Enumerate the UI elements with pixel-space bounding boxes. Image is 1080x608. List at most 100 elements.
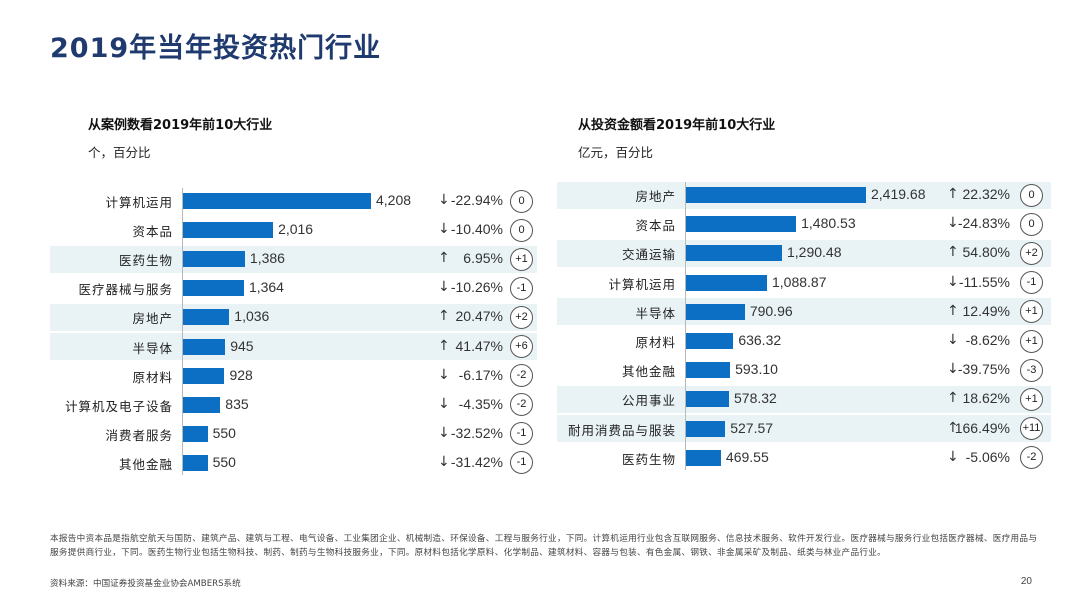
data-label: 550 <box>212 424 236 441</box>
data-label: 945 <box>230 337 254 354</box>
change-arrow: ↓ <box>438 366 450 383</box>
bar <box>183 251 245 268</box>
change-arrow: ↓ <box>438 395 450 412</box>
category-label: 计算机运用 <box>105 195 173 210</box>
bar <box>686 449 721 466</box>
change-percent: -31.42% <box>450 453 503 470</box>
category-label: 半导体 <box>635 305 676 321</box>
change-percent: 41.47% <box>455 337 503 354</box>
change-percent: 54.80% <box>962 244 1010 261</box>
rank-change-badge: -3 <box>1020 358 1043 382</box>
change-percent: -10.26% <box>450 279 503 296</box>
change-arrow: ↑ <box>438 337 450 354</box>
change-percent: -22.94% <box>450 192 503 208</box>
rank-change-badge: +2 <box>1020 241 1043 265</box>
change-percent: 22.32% <box>962 186 1010 202</box>
rank-change-badge: 0 <box>1020 183 1043 207</box>
bar <box>183 338 226 355</box>
bar <box>183 193 371 209</box>
rank-change-badge: +1 <box>510 247 533 271</box>
bar <box>183 425 208 442</box>
change-percent: -11.55% <box>958 273 1010 290</box>
category-label: 半导体 <box>132 340 173 356</box>
change-percent: -10.40% <box>450 221 503 238</box>
data-label: 578.32 <box>734 390 777 407</box>
bar <box>686 274 767 291</box>
rank-change-badge: +1 <box>1020 300 1043 324</box>
change-arrow: ↓ <box>438 279 450 296</box>
change-percent: 20.47% <box>455 308 503 325</box>
change-arrow: ↓ <box>438 221 450 238</box>
category-label: 原材料 <box>132 369 173 385</box>
highlight-band <box>50 303 537 331</box>
highlight-band <box>50 245 537 273</box>
rank-change-badge: -2 <box>1020 446 1043 470</box>
change-arrow: ↑ <box>438 308 450 325</box>
category-label: 医疗器械与服务 <box>78 282 173 298</box>
rank-change-badge: 0 <box>510 218 533 242</box>
change-percent: 6.95% <box>463 250 503 267</box>
highlight-band <box>50 333 537 360</box>
rank-change-badge: +2 <box>510 305 533 329</box>
chart-1-unit: 个，百分比 <box>88 145 151 160</box>
bar <box>686 216 797 233</box>
change-arrow: ↑ <box>947 302 959 319</box>
change-arrow: ↑ <box>947 244 959 261</box>
bar <box>183 222 274 239</box>
data-label: 636.32 <box>738 332 782 348</box>
data-label: 1,088.87 <box>772 273 827 290</box>
change-arrow: ↓ <box>947 215 959 232</box>
data-label: 4,208 <box>376 192 412 208</box>
change-arrow: ↓ <box>947 332 959 348</box>
highlight-band <box>557 298 1051 326</box>
change-percent: -6.17% <box>458 366 503 383</box>
rank-change-badge: -1 <box>510 422 533 446</box>
category-label: 其他金融 <box>621 364 676 380</box>
category-label: 医药生物 <box>118 253 173 269</box>
change-arrow: ↑ <box>947 419 959 436</box>
data-label: 1,364 <box>248 279 284 296</box>
data-label: 1,480.53 <box>801 215 856 232</box>
category-label: 资本品 <box>635 218 676 234</box>
change-percent: -32.52% <box>450 424 503 441</box>
category-label: 交通运输 <box>621 247 676 263</box>
data-label: 928 <box>229 366 253 383</box>
bar <box>183 280 244 297</box>
page-number: 20 <box>1020 576 1032 587</box>
bar <box>686 187 866 203</box>
bar <box>183 309 230 326</box>
bar <box>183 396 221 413</box>
category-label: 其他金融 <box>118 456 173 472</box>
data-label: 835 <box>225 395 249 412</box>
bar <box>183 367 225 384</box>
data-label: 1,386 <box>249 250 285 267</box>
rank-change-badge: 0 <box>1020 212 1043 236</box>
axis-line <box>182 188 183 476</box>
category-label: 房地产 <box>635 189 676 204</box>
rank-change-badge: -1 <box>1020 271 1043 295</box>
data-label: 469.55 <box>725 448 769 465</box>
rank-change-badge: +1 <box>1020 329 1043 353</box>
change-arrow: ↑ <box>947 390 959 407</box>
category-label: 计算机及电子设备 <box>64 398 173 414</box>
category-label: 房地产 <box>132 311 173 327</box>
axis-line <box>685 182 686 471</box>
change-percent: 12.49% <box>962 302 1010 319</box>
highlight-band <box>557 239 1051 267</box>
data-label: 2,419.68 <box>871 186 926 202</box>
bar <box>686 391 730 408</box>
change-percent: -4.35% <box>458 395 503 412</box>
bar <box>686 245 782 262</box>
category-label: 资本品 <box>132 224 173 240</box>
data-label: 2,016 <box>278 221 314 238</box>
change-percent: -39.75% <box>957 361 1010 378</box>
bar <box>686 362 731 379</box>
data-label: 527.57 <box>730 419 774 436</box>
bar <box>686 420 726 437</box>
footnote: 本报告中资本品是指航空航天与国防、建筑产品、建筑与工程、电气设备、工业集团企业、… <box>50 534 1038 558</box>
change-percent: -5.06% <box>965 448 1010 465</box>
category-label: 计算机运用 <box>608 276 676 292</box>
rank-change-badge: -1 <box>510 451 533 475</box>
rank-change-badge: -2 <box>510 364 533 388</box>
change-arrow: ↓ <box>438 453 450 470</box>
